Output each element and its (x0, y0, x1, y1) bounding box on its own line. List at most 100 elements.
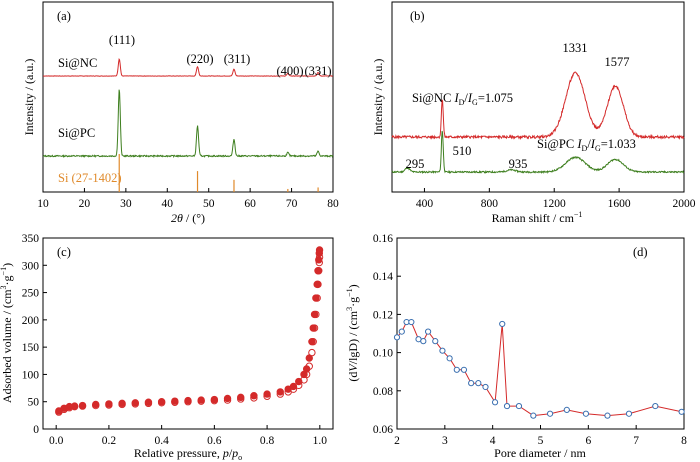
panel-d-ytick-label: 0.10 (373, 348, 393, 360)
panel-a-frame (42, 1, 334, 193)
panel-d-xtick-label: 8 (681, 435, 687, 447)
adsorption-point (250, 392, 258, 400)
adsorption-point (313, 280, 321, 289)
panel-d-xtick-label: 4 (490, 435, 496, 447)
adsorption-point (263, 390, 271, 398)
raman-line-si-nc (391, 71, 685, 141)
adsorption-point (197, 396, 205, 404)
adsorption-point (118, 399, 126, 408)
pore-point (420, 338, 427, 345)
pore-point (446, 355, 453, 362)
adsorption-point (144, 398, 153, 406)
pore-point (515, 402, 523, 410)
adsorption-point (210, 395, 219, 404)
adsorption-point (237, 393, 245, 402)
panel-b: (b) 400 800 1200 1600 2000 Raman shift / cm−… (371, 1, 696, 225)
panel-d: (d) 2 3 4 5 6 7 8 0.06 0.08 0.10 0.12 0.14 0.16 Por… (345, 233, 687, 460)
label-si-ref: Si (27-1402) (58, 171, 122, 185)
panel-c: (c) 0.0 0.2 0.4 0.6 0.8 1.0 0 50 100 150 200 250 30… (0, 233, 334, 462)
panel-b-frame (391, 1, 685, 193)
panel-d-frame (396, 237, 685, 430)
adsorption-point (315, 246, 324, 254)
label-si-nc: Si@NC (58, 56, 97, 70)
pore-point (491, 399, 499, 406)
pore-point (453, 366, 460, 373)
adsorption-point (315, 256, 323, 264)
panel-b-xtick-label: 2000 (673, 198, 696, 210)
panel-c-ytick-label: 200 (22, 315, 40, 327)
xrd-line-si-nc (43, 58, 333, 77)
label-510: 510 (453, 144, 472, 158)
pore-point (530, 412, 537, 419)
panel-c-ytick-label: 300 (22, 260, 40, 272)
pore-point (652, 402, 659, 410)
adsorption-point (171, 397, 179, 405)
panel-c-ytick-label: 150 (22, 342, 40, 354)
panel-d-ytick-label: 0.16 (373, 233, 393, 245)
panel-c-xtick-label: 0.4 (154, 435, 169, 447)
pore-point (499, 320, 506, 328)
panel-c-xtick-label: 0.2 (102, 435, 117, 447)
label-si-nc-ratio: Si@NC ID/IG=1.075 (412, 91, 513, 107)
label-si-pc: Si@PC (58, 126, 95, 140)
xrd-line-si-pc (42, 89, 334, 159)
pore-distribution-line (396, 321, 682, 417)
panel-d-xtick-label: 2 (394, 435, 400, 447)
adsorption-point (310, 310, 319, 319)
panel-a-label: (a) (57, 9, 71, 23)
pore-point (678, 408, 685, 415)
adsorption-point (105, 400, 113, 408)
label-1331: 1331 (563, 41, 588, 55)
panel-c-ytick-label: 50 (28, 397, 40, 409)
pore-point (475, 380, 482, 387)
panel-c-xtick-label: 0.8 (260, 435, 275, 447)
pore-point (503, 402, 511, 410)
panel-d-ytick-label: 0.08 (373, 386, 393, 398)
panel-a: (a) 10 20 30 40 50 60 70 80 2θ / (°) Intensity … (22, 1, 339, 225)
adsorption-point (314, 267, 322, 275)
pore-point (398, 328, 405, 335)
panel-c-xlabel: Relative pressure, p/po (134, 446, 242, 462)
panel-a-xtick-label: 60 (244, 198, 256, 210)
adsorption-point (184, 396, 192, 405)
panel-d-xtick-label: 6 (585, 435, 591, 447)
pore-point (408, 318, 415, 326)
pore-point (424, 328, 432, 335)
panel-d-ytick-label: 0.14 (373, 271, 393, 283)
panel-a-xtick-label: 30 (120, 198, 132, 210)
panel-a-xtick-label: 80 (327, 198, 339, 210)
adsorption-point (223, 394, 232, 403)
panel-a-xtick-label: 70 (286, 198, 298, 210)
adsorption-point (305, 354, 313, 362)
panel-d-label: (d) (633, 245, 648, 259)
panel-a-ylabel: Intensity / (a.u.) (22, 59, 36, 136)
panel-b-xlabel: Raman shift / cm−1 (492, 210, 583, 225)
adsorption-point (308, 337, 316, 346)
adsorption-point (295, 377, 303, 386)
adsorption-point (78, 401, 87, 410)
panel-a-xtick-label: 40 (162, 198, 174, 210)
panel-c-ylabel: Adsorbed volume / (cm3·g−1) (0, 263, 14, 403)
panel-b-ylabel: Intensity / (a.u.) (371, 59, 385, 136)
label-331: (331) (304, 64, 331, 78)
panel-d-xtick-label: 3 (442, 435, 448, 447)
pore-point (432, 338, 439, 345)
panel-c-xtick-label: 0.0 (49, 435, 64, 447)
label-si-pc-ratio: Si@PC ID/IG=1.033 (537, 137, 636, 153)
adsorption-point (157, 398, 166, 406)
panel-c-frame (42, 237, 334, 430)
panel-c-ytick-label: 0 (33, 424, 39, 436)
adsorption-point (92, 400, 100, 409)
raman-line-si-pc (391, 130, 685, 175)
label-111: (111) (109, 33, 135, 47)
pore-point (482, 383, 489, 391)
panel-d-ylabel: (dV/lgD) / (cm3·g−1) (345, 284, 360, 381)
adsorption-point (131, 399, 139, 407)
label-400: (400) (276, 64, 303, 78)
panel-b-label: (b) (410, 9, 425, 23)
adsorption-point (70, 402, 79, 410)
label-220: (220) (186, 52, 213, 66)
panel-b-xtick-label: 1200 (543, 198, 566, 210)
panel-c-ytick-label: 250 (22, 288, 40, 300)
pore-point (582, 410, 590, 417)
